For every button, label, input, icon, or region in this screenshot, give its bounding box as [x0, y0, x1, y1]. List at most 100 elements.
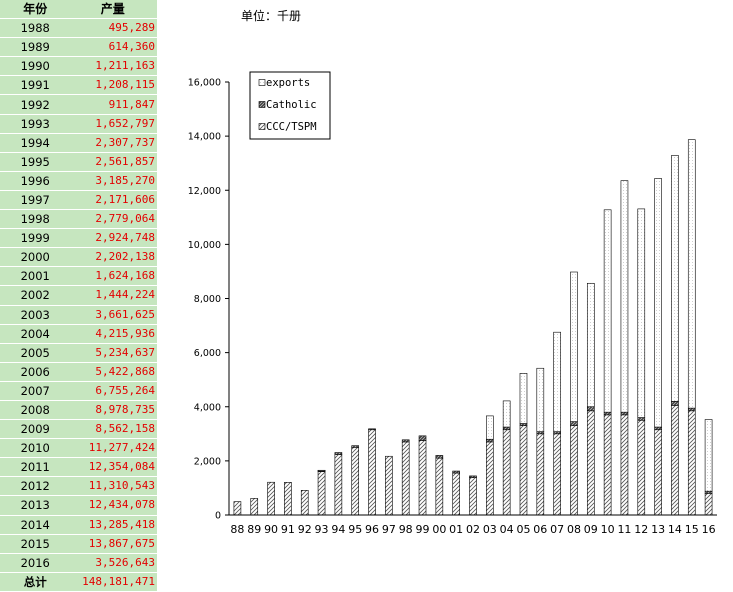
bar-catholic — [351, 445, 360, 448]
year-cell: 1994 — [0, 133, 71, 153]
x-tick-label: 00 — [432, 523, 446, 536]
year-cell: 2011 — [0, 457, 71, 478]
table-row: 2015 13,867,675 — [0, 534, 157, 554]
year-cell: 2015 — [0, 534, 71, 554]
year-cell: 2005 — [0, 343, 71, 363]
year-cell: 1989 — [0, 37, 71, 58]
output-cell: 2,924,748 — [70, 228, 157, 249]
legend-label: Catholic — [266, 99, 317, 111]
output-cell: 3,526,643 — [70, 553, 157, 573]
bar-ccc-tspm — [570, 425, 578, 516]
table-row: 1992 911,847 — [0, 94, 157, 115]
output-cell: 614,360 — [70, 37, 157, 58]
table-row: 2005 5,234,637 — [0, 343, 157, 363]
bar-exports — [620, 180, 629, 413]
bar-catholic — [401, 439, 410, 443]
legend-swatch — [258, 79, 266, 86]
unit-label: 单位：千册 — [241, 8, 301, 23]
bar-ccc-tspm — [435, 457, 444, 516]
year-cell: 2012 — [0, 476, 71, 497]
bar-ccc-tspm — [553, 433, 561, 516]
x-tick-label: 88 — [230, 523, 244, 536]
x-tick-label: 92 — [298, 523, 312, 536]
bar-ccc-tspm — [637, 419, 646, 516]
output-cell: 12,354,084 — [70, 457, 157, 478]
year-cell: 2009 — [0, 419, 71, 440]
bar-catholic — [620, 411, 629, 416]
bar-catholic — [654, 426, 662, 431]
y-tick-label: 0 — [215, 511, 221, 522]
output-cell: 495,289 — [70, 18, 157, 39]
bar-ccc-tspm — [233, 501, 242, 516]
output-cell: 3,661,625 — [70, 305, 157, 325]
bar-exports — [502, 400, 511, 428]
year-cell: 1993 — [0, 114, 71, 134]
bar-area — [233, 139, 713, 516]
table-row: 1993 1,652,797 — [0, 114, 157, 134]
legend-swatch — [258, 101, 266, 108]
x-tick-label: 91 — [281, 523, 295, 536]
year-cell: 1999 — [0, 228, 71, 249]
bar-ccc-tspm — [368, 429, 376, 516]
x-axis: 88 89 90 91 92 93 94 95 96 97 98 99 00 01 02 03 04 05 06 07… — [229, 514, 717, 536]
table-row: 2012 11,310,543 — [0, 476, 157, 497]
x-tick-label: 04 — [500, 523, 514, 536]
year-cell: 2004 — [0, 324, 71, 344]
x-tick-label: 05 — [516, 523, 530, 536]
table-row: 2008 8,978,735 — [0, 400, 157, 421]
y-tick-label: 8,000 — [194, 294, 221, 305]
table-row: 1999 2,924,748 — [0, 228, 157, 249]
x-tick-label: 03 — [483, 523, 497, 536]
x-tick-label: 06 — [533, 523, 547, 536]
y-tick-label: 16,000 — [188, 78, 221, 89]
year-cell: 1996 — [0, 171, 71, 191]
year-cell: 1997 — [0, 190, 71, 211]
output-cell: 1,211,163 — [70, 56, 157, 77]
bar-catholic — [452, 470, 460, 474]
x-tick-label: 14 — [668, 523, 682, 536]
year-cell: 2000 — [0, 247, 71, 268]
y-axis: 0 2,000 4,000 6,000 8,000 10,000 12,000 14,000 1… — [188, 78, 230, 522]
bar-ccc-tspm — [284, 482, 292, 516]
output-cell: 6,755,264 — [70, 381, 157, 401]
table-row: 2000 2,202,138 — [0, 247, 157, 268]
bar-exports — [637, 208, 646, 418]
bar-catholic — [536, 431, 545, 435]
bar-catholic — [704, 490, 713, 494]
header-year: 年份 — [0, 0, 71, 20]
year-cell: 2013 — [0, 495, 71, 516]
header-output: 产量 — [70, 0, 157, 20]
table-row: 1997 2,171,606 — [0, 190, 157, 211]
year-cell: 2014 — [0, 515, 71, 535]
table-row: 2011 12,354,084 — [0, 457, 157, 478]
table-row: 1996 3,185,270 — [0, 171, 157, 191]
year-cell: 2007 — [0, 381, 71, 401]
bar-ccc-tspm — [620, 414, 629, 516]
table-row: 2016 3,526,643 — [0, 553, 157, 573]
bar-exports — [570, 271, 578, 422]
year-cell: 2016 — [0, 553, 71, 573]
table-row: 1988 495,289 — [0, 18, 157, 39]
table-row: 1991 1,208,115 — [0, 75, 157, 96]
y-tick-label: 14,000 — [188, 132, 221, 143]
output-cell: 911,847 — [70, 94, 157, 115]
y-tick-label: 10,000 — [188, 240, 221, 251]
output-cell: 2,307,737 — [70, 133, 157, 153]
bar-ccc-tspm — [704, 493, 713, 516]
output-cell: 3,185,270 — [70, 171, 157, 191]
bar-exports — [536, 367, 545, 432]
x-tick-label: 94 — [331, 523, 345, 536]
y-tick-label: 6,000 — [194, 348, 221, 359]
bar-exports — [317, 469, 326, 472]
x-tick-label: 95 — [348, 523, 362, 536]
year-cell: 2002 — [0, 285, 71, 306]
bar-ccc-tspm — [469, 477, 477, 516]
x-tick-label: 97 — [382, 523, 396, 536]
output-cell: 13,867,675 — [70, 534, 157, 554]
bar-ccc-tspm — [687, 410, 696, 516]
bar-exports — [704, 419, 713, 492]
bar-catholic — [334, 452, 343, 455]
output-cell: 13,285,418 — [70, 515, 157, 535]
output-cell: 1,624,168 — [70, 266, 157, 287]
table-row: 1990 1,211,163 — [0, 56, 157, 77]
